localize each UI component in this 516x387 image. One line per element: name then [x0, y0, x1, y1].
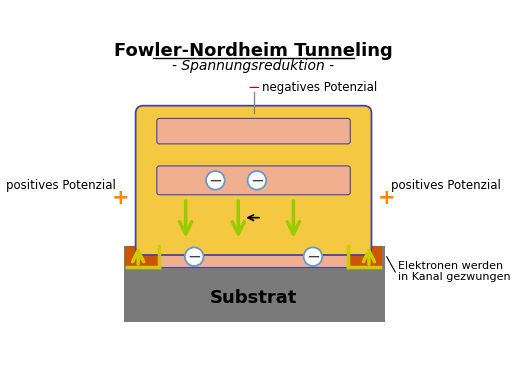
- Text: −: −: [250, 171, 264, 189]
- Text: Fowler-Nordheim Tunneling: Fowler-Nordheim Tunneling: [114, 41, 393, 60]
- Circle shape: [206, 171, 224, 190]
- Circle shape: [303, 247, 322, 266]
- Bar: [132, 246, 375, 267]
- Text: −: −: [306, 248, 320, 266]
- FancyBboxPatch shape: [157, 118, 350, 144]
- Text: +: +: [111, 188, 129, 208]
- FancyBboxPatch shape: [157, 166, 350, 195]
- Text: −: −: [247, 80, 260, 94]
- Circle shape: [185, 247, 203, 266]
- Text: - Spannungsreduktion -: - Spannungsreduktion -: [172, 59, 334, 73]
- Text: in Kanal gezwungen: in Kanal gezwungen: [398, 272, 510, 282]
- Text: negatives Potenzial: negatives Potenzial: [262, 80, 377, 94]
- Bar: [348, 246, 382, 267]
- Text: Elektronen werden: Elektronen werden: [398, 261, 503, 271]
- Text: Substrat: Substrat: [210, 289, 297, 307]
- Text: positives Potenzial: positives Potenzial: [391, 179, 501, 192]
- Circle shape: [248, 171, 266, 190]
- FancyBboxPatch shape: [136, 106, 372, 255]
- Bar: [125, 246, 159, 267]
- Bar: [124, 246, 385, 322]
- Text: −: −: [208, 171, 222, 189]
- Text: +: +: [378, 188, 396, 208]
- Text: positives Potenzial: positives Potenzial: [6, 179, 116, 192]
- Text: −: −: [187, 248, 201, 266]
